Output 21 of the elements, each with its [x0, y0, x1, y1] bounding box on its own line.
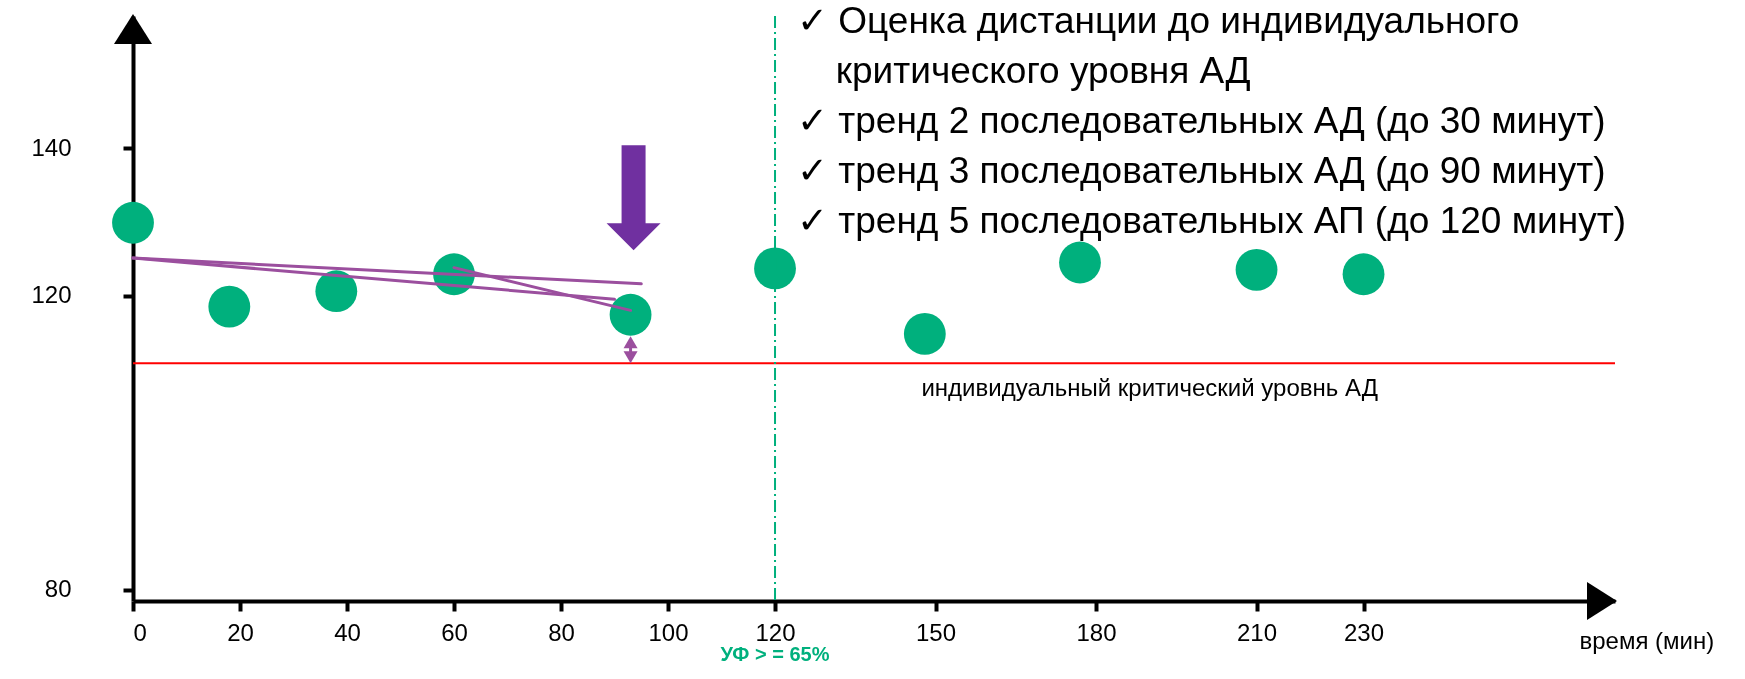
annotation: ✓ тренд 2 последовательных АД (до 30 минут) — [797, 99, 1607, 143]
x-tick-label: 40 — [334, 618, 361, 646]
x-tick-label: 180 — [1076, 618, 1117, 646]
y-tick-label: 120 — [31, 281, 72, 309]
y-tick-label: 140 — [31, 133, 72, 161]
x-tick-label: 20 — [227, 618, 254, 646]
x-tick-label: 60 — [441, 618, 468, 646]
ref-line-label: индивидуальный критический уровнь АД — [921, 374, 1378, 402]
annotation: ✓ тренд 3 последовательных АД (до 90 минут) — [797, 149, 1607, 193]
x-tick-label: 0 — [133, 618, 147, 646]
x-tick-label: 120 — [755, 618, 796, 646]
annotation: ✓ тренд 5 последовательных АП (до 120 минут) — [797, 199, 1627, 243]
x-tick-label: 80 — [548, 618, 575, 646]
x-axis-title: время (мин) — [1579, 626, 1715, 654]
x-tick-label: 150 — [916, 618, 957, 646]
x-tick-label: 230 — [1344, 618, 1385, 646]
x-tick-label: 100 — [648, 618, 689, 646]
text: УФ > = 65% — [720, 643, 830, 665]
y-tick-label: 80 — [44, 575, 72, 603]
x-tick-label: 210 — [1237, 618, 1278, 646]
annotation: ✓ Оценка дистанции до индивидуального критического уровня АД — [797, 0, 1521, 93]
